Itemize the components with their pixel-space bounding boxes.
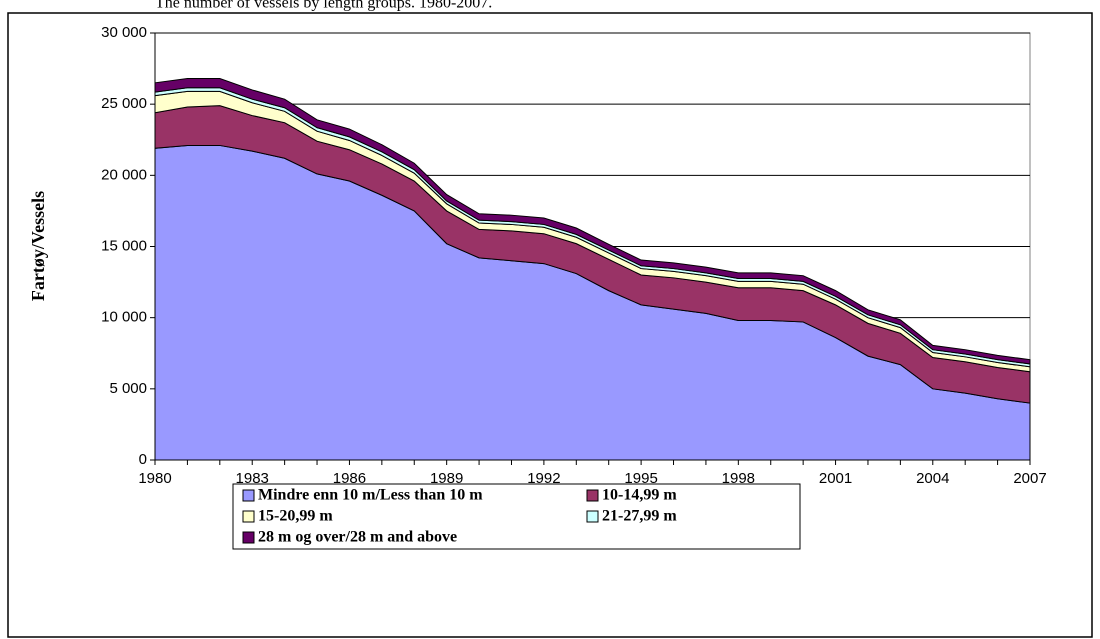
x-tick-label: 2007 (1013, 470, 1046, 487)
legend-label: Mindre enn 10 m/Less than 10 m (258, 487, 483, 504)
y-tick-label: 10 000 (101, 309, 147, 326)
y-tick-label: 15 000 (101, 237, 147, 254)
x-tick-label: 2004 (916, 470, 949, 487)
y-tick-label: 20 000 (101, 166, 147, 183)
x-tick-label: 1983 (236, 470, 269, 487)
y-axis-label: Fartøy/Vessels (28, 191, 48, 301)
y-tick-label: 30 000 (101, 24, 147, 41)
legend-swatch (242, 531, 255, 544)
legend-label: 21-27,99 m (602, 508, 677, 525)
x-tick-label: 2001 (819, 470, 852, 487)
legend-label: 10-14,99 m (602, 487, 677, 504)
area (154, 78, 1031, 365)
x-tick-label: 1980 (138, 470, 171, 487)
frame (7, 12, 1093, 638)
legend-label: 15-20,99 m (258, 508, 333, 525)
chart-title: The number of vessels by length groups. … (155, 0, 492, 12)
x-tick-label: 1992 (527, 470, 560, 487)
y-tick-label: 5 000 (109, 380, 147, 397)
legend (232, 483, 801, 550)
x-tick-label: 1986 (333, 470, 366, 487)
legend-swatch (242, 510, 255, 523)
x-tick-label: 1995 (624, 470, 657, 487)
y-tick-label: 0 (139, 451, 147, 468)
legend-swatch (242, 489, 255, 502)
x-tick-label: 1989 (430, 470, 463, 487)
legend-swatch (586, 489, 599, 502)
legend-label: 28 m og over/28 m and above (258, 529, 457, 546)
y-tick-label: 25 000 (101, 95, 147, 112)
legend-swatch (586, 510, 599, 523)
x-tick-label: 1998 (722, 470, 755, 487)
